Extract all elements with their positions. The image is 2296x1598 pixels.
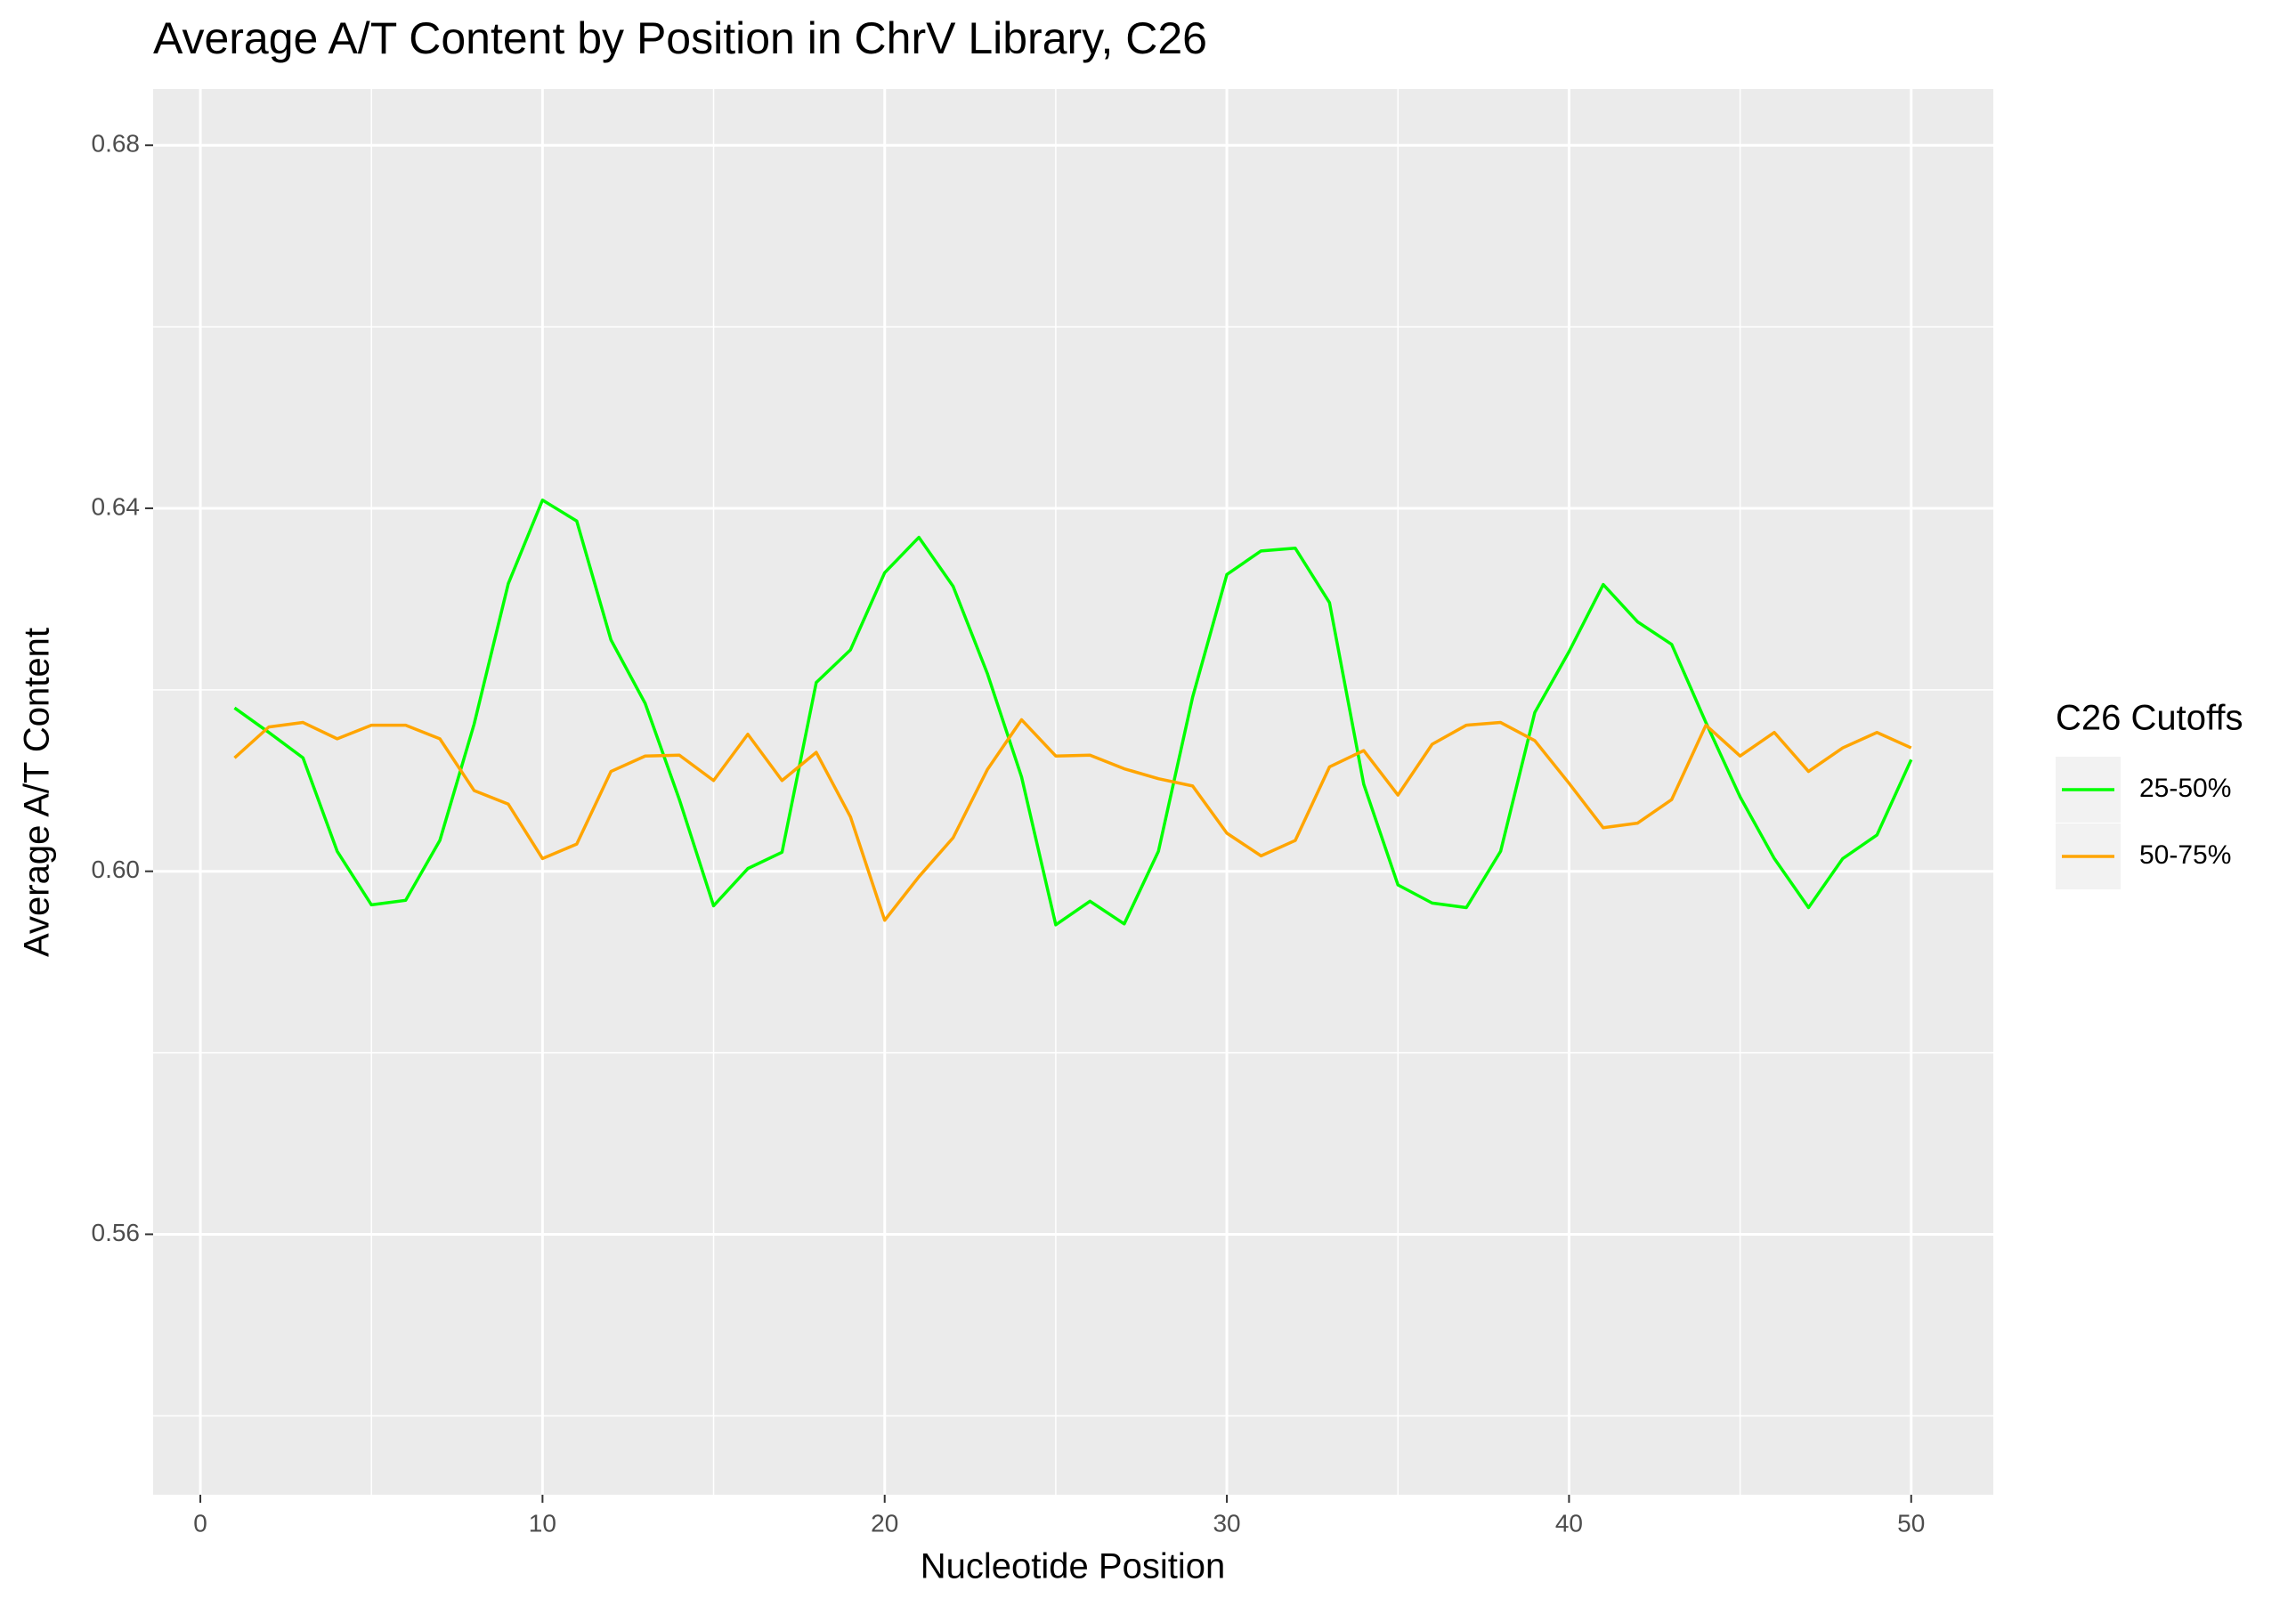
x-axis-title: Nucleotide Position xyxy=(921,1547,1225,1586)
series-line xyxy=(233,718,1912,922)
x-tick-label: 0 xyxy=(193,1509,207,1537)
grid xyxy=(153,89,1993,1495)
legend-label: 50-75% xyxy=(2139,840,2231,870)
legend: C26 Cutoffs 25-50% 50-75% xyxy=(2056,699,2243,889)
x-tick-label: 40 xyxy=(1555,1509,1583,1537)
lines xyxy=(233,499,1913,927)
legend-title: C26 Cutoffs xyxy=(2056,699,2243,738)
x-tick-label: 10 xyxy=(529,1509,556,1537)
y-tick-label: 0.56 xyxy=(92,1219,141,1246)
x-tick-label: 50 xyxy=(1897,1509,1925,1537)
panel xyxy=(153,89,1993,1495)
series-line xyxy=(233,499,1913,927)
y-axis-title: Average A/T Content xyxy=(18,628,57,957)
x-tick-label: 20 xyxy=(871,1509,898,1537)
y-tick-label: 0.64 xyxy=(92,492,141,520)
y-tick-label: 0.60 xyxy=(92,856,141,883)
chart-title: Average A/T Content by Position in ChrV … xyxy=(153,13,1207,63)
y-tick-label: 0.68 xyxy=(92,130,141,158)
legend-label: 25-50% xyxy=(2139,774,2231,803)
x-tick-label: 30 xyxy=(1213,1509,1240,1537)
